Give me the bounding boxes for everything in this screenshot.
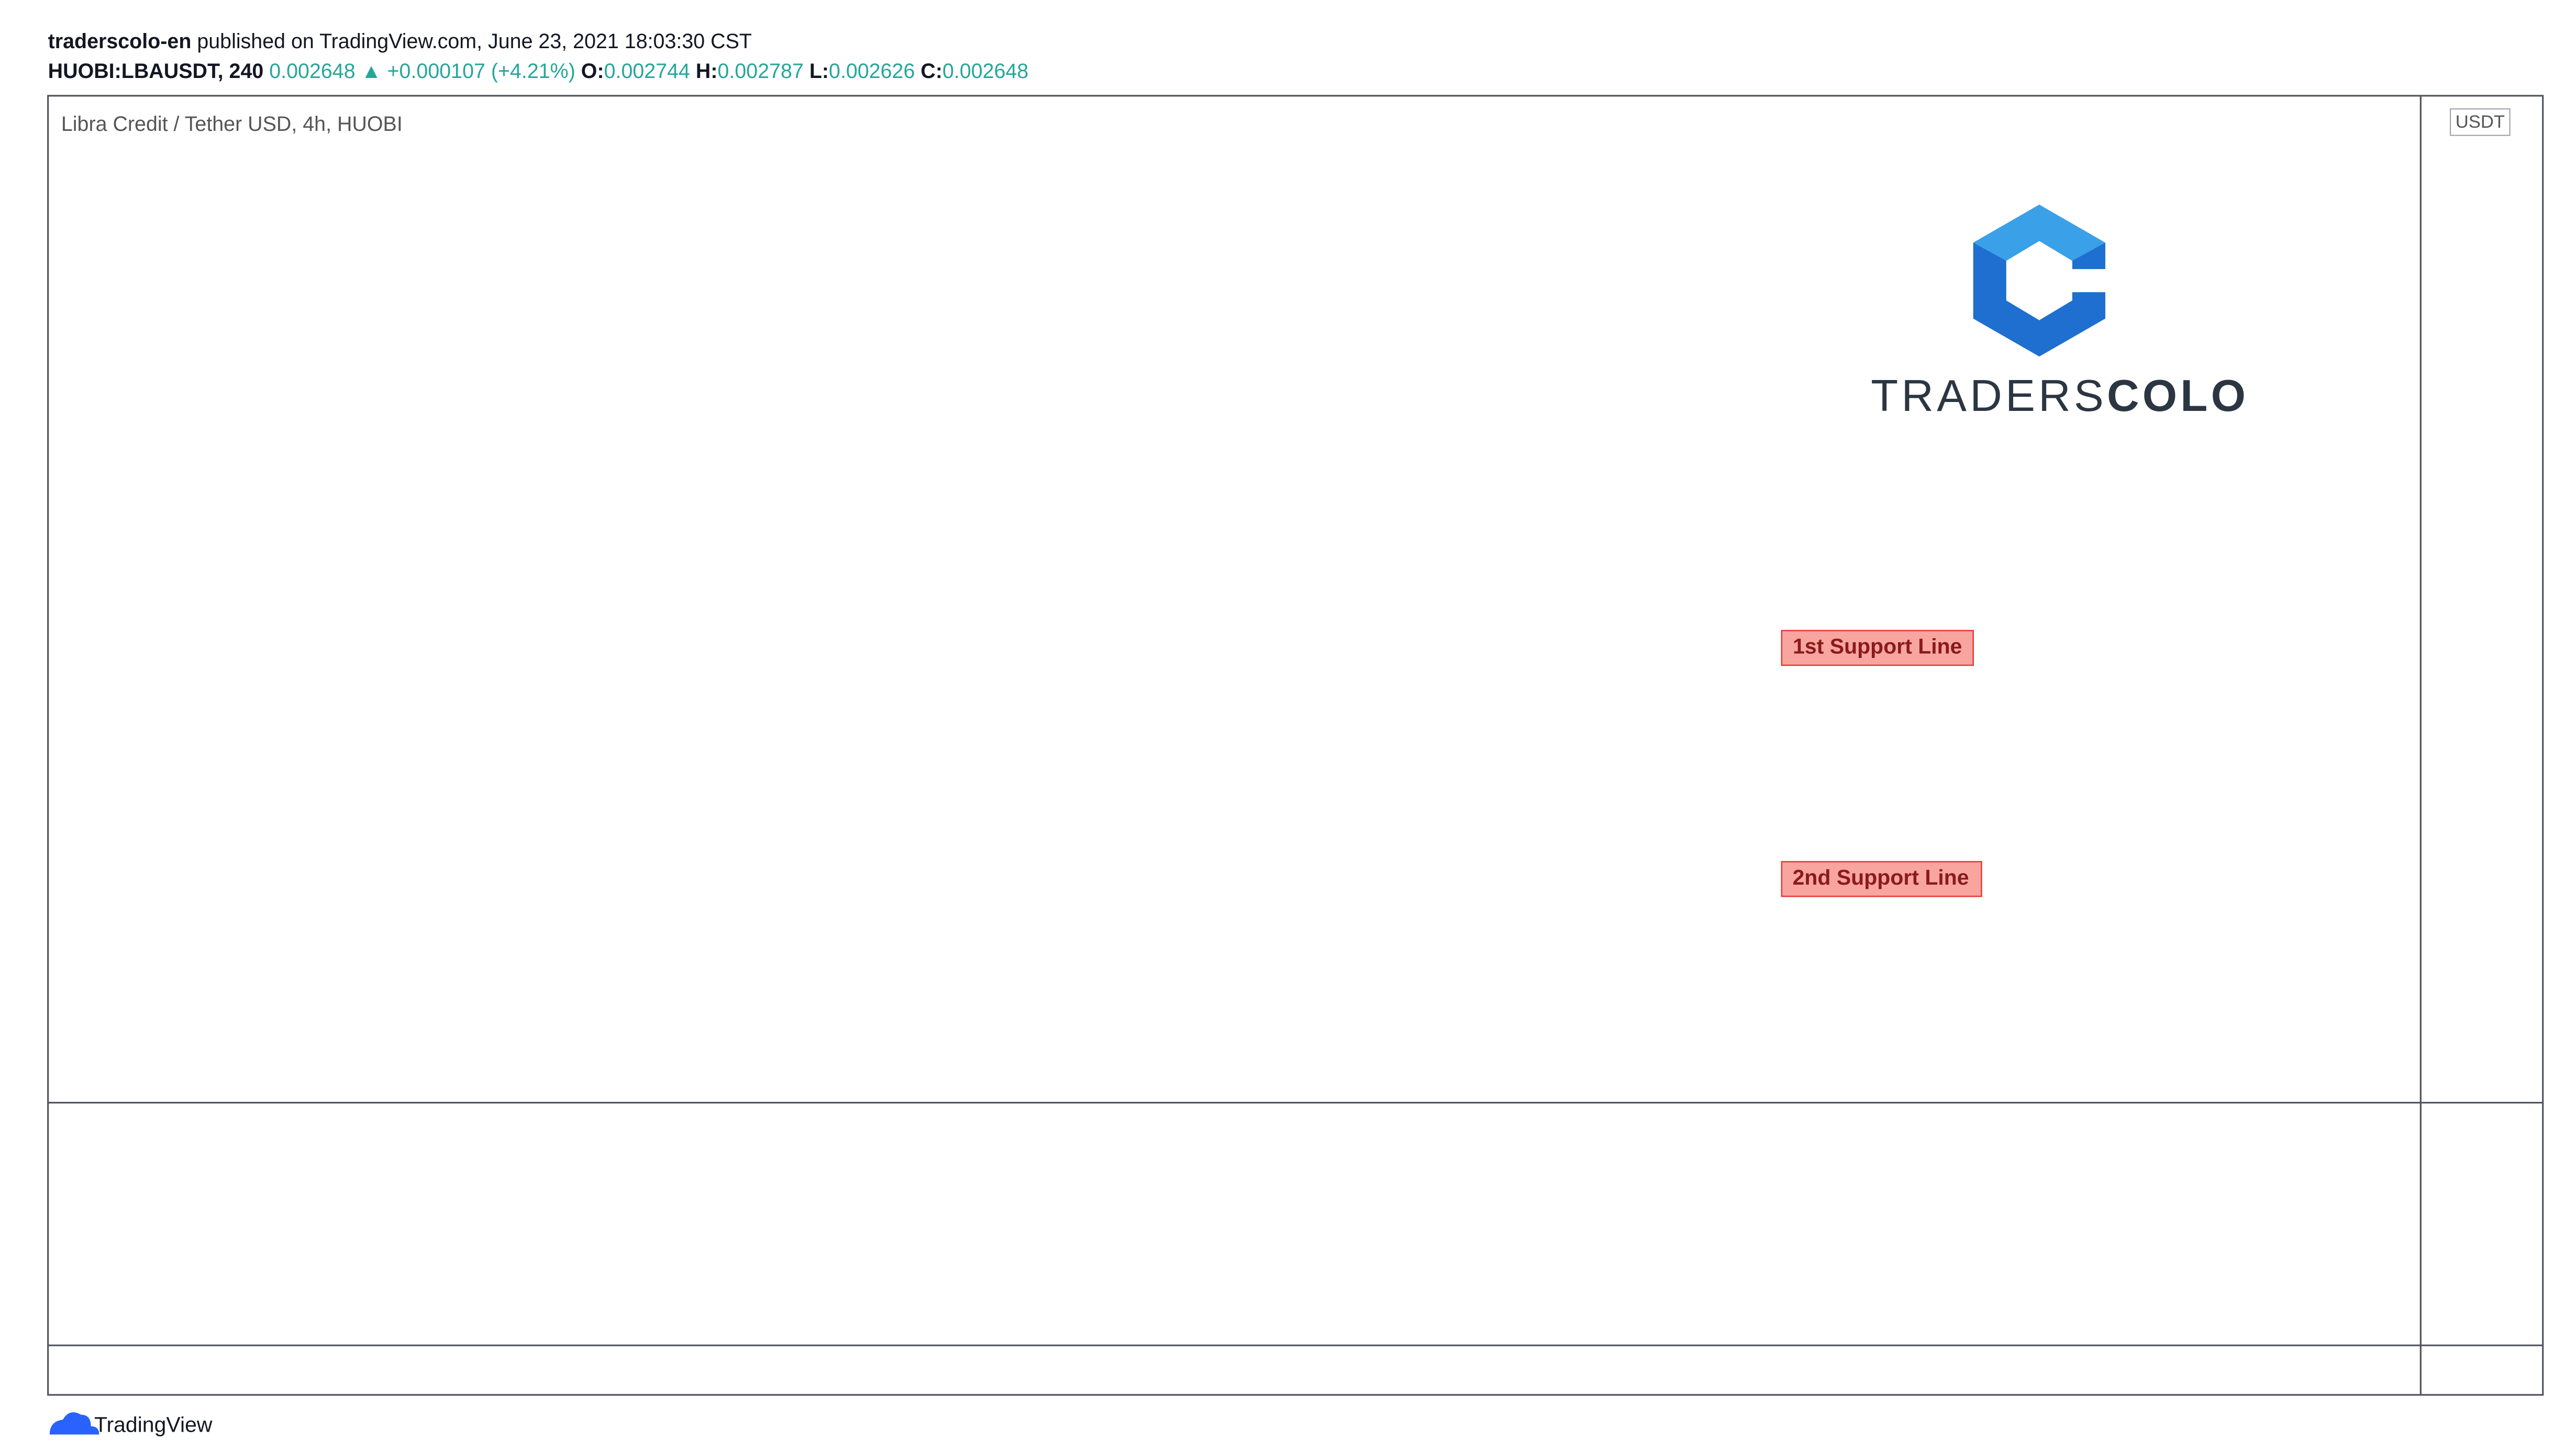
logo-text: TRADERSCOLO (1871, 372, 2249, 421)
footer-text: TradingView (94, 1413, 213, 1437)
ohlc-value: 0.002744 (604, 60, 690, 83)
pane-title: Libra Credit / Tether USD, 4h, HUOBI (61, 113, 403, 136)
annotation: 1st Support Line (1793, 634, 1962, 658)
currency: USDT (2456, 112, 2505, 132)
frame (47, 95, 2544, 1396)
ohlc-key: C: (920, 60, 942, 83)
footer: TradingView (49, 1412, 213, 1437)
published: published on TradingView.com, June 23, 2… (197, 30, 752, 53)
logo: TRADERSCOLO (1871, 205, 2249, 421)
ohlc-key: L: (809, 60, 829, 83)
change: ▲ +0.000107 (+4.21%) (361, 60, 575, 83)
ohlc-value: 0.002648 (942, 60, 1028, 83)
ohlc-key: O: (581, 60, 604, 83)
logo-hole (2006, 241, 2072, 320)
author: traderscolo-en (48, 30, 192, 53)
ohlc-key: H: (696, 60, 718, 83)
symbol: HUOBI:LBAUSDT, 240 (48, 60, 264, 83)
annotation-box (1781, 861, 1982, 897)
frame-border (47, 95, 2544, 1396)
annotation-box (1781, 630, 1974, 666)
footer-logo (49, 1412, 99, 1435)
logo-gap (2064, 269, 2107, 293)
ohlc-value: 0.002626 (829, 60, 915, 83)
symbol-line: HUOBI:LBAUSDT, 240 0.002648 ▲ +0.000107 … (48, 60, 1029, 83)
drawings: 1st Support Line 2nd Support Line Libra … (61, 113, 1982, 897)
logo-left: TRADERS (1871, 372, 2107, 421)
currency-box (2450, 108, 2511, 136)
price: 0.002648 (269, 60, 355, 83)
logo-facet (1973, 205, 2106, 261)
annotation: 2nd Support Line (1793, 865, 1969, 889)
header-line: traderscolo-en published on TradingView.… (48, 30, 752, 53)
logo-right: COLO (2107, 372, 2249, 421)
ohlc-value: 0.002787 (718, 60, 804, 83)
